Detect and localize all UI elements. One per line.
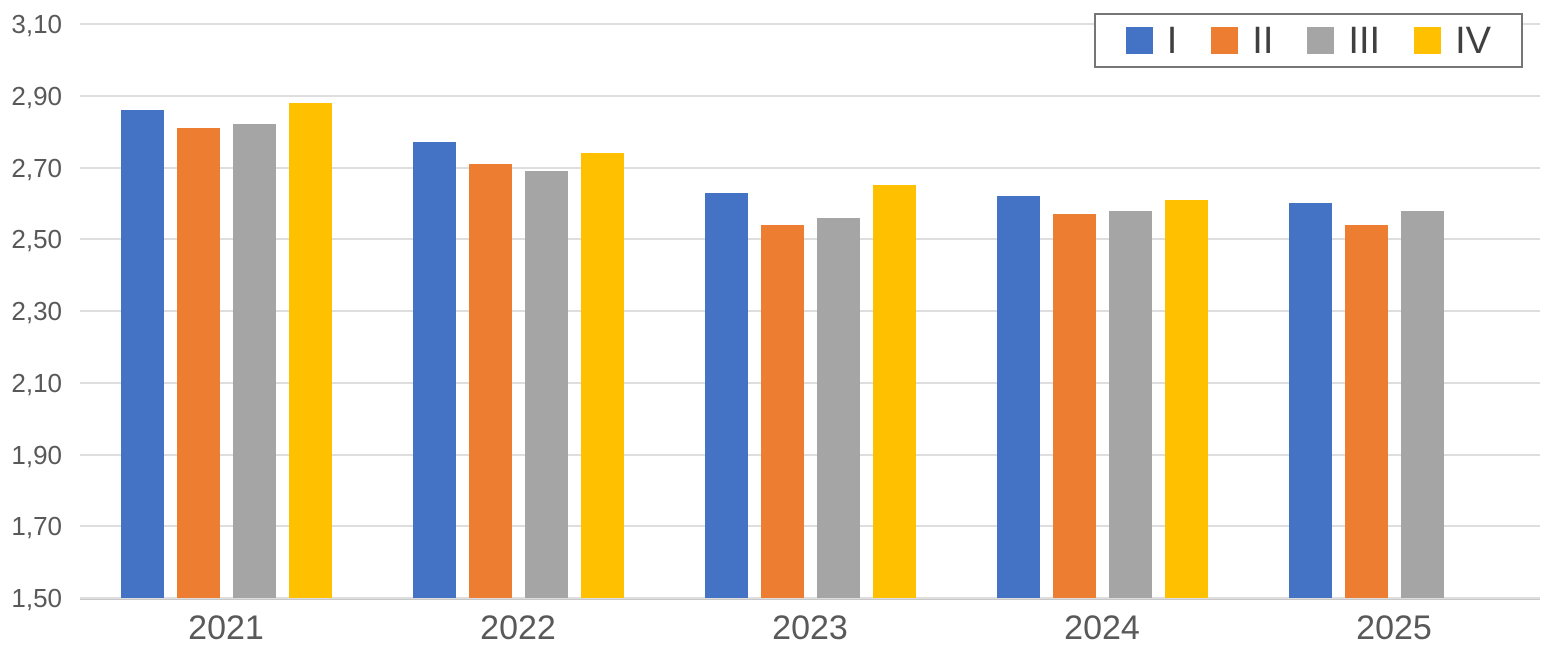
gridline xyxy=(80,166,1540,169)
y-tick-label: 3,10 xyxy=(11,9,62,39)
bar-group-2021 xyxy=(80,24,372,598)
bar-II-2024 xyxy=(1052,214,1096,598)
bar-IV-2021 xyxy=(288,102,332,598)
y-tick-label: 1,90 xyxy=(11,439,62,470)
y-tick-label: 2,90 xyxy=(11,80,62,111)
bar-II-2022 xyxy=(468,163,512,598)
bar-group-2025 xyxy=(1248,24,1540,598)
bar-group-2024 xyxy=(956,24,1248,598)
gridline xyxy=(80,310,1540,312)
bar-II-2021 xyxy=(176,128,220,598)
bar-III-2021 xyxy=(232,124,276,598)
gridline xyxy=(80,525,1540,528)
bar-IV-2022 xyxy=(580,153,624,598)
bar-III-2024 xyxy=(1108,210,1152,598)
legend: I II III IV xyxy=(1093,13,1523,68)
gridline xyxy=(80,453,1540,456)
bar-III-2023 xyxy=(816,217,860,598)
legend-swatch-II xyxy=(1211,27,1239,54)
legend-label-IV: IV xyxy=(1455,19,1491,62)
legend-swatch-III xyxy=(1307,27,1335,54)
legend-label-I: I xyxy=(1166,19,1178,62)
legend-item-IV: IV xyxy=(1414,22,1491,60)
bar-I-2022 xyxy=(412,142,456,598)
bar-I-2024 xyxy=(996,196,1040,598)
bar-III-2025 xyxy=(1400,210,1444,598)
gridline xyxy=(80,23,1540,25)
bar-group-2022 xyxy=(372,24,664,598)
gridline xyxy=(80,238,1540,241)
x-axis: 2021 2022 2023 2024 2025 xyxy=(80,608,1540,648)
bar-III-2022 xyxy=(524,171,568,598)
y-tick-label: 1,70 xyxy=(11,511,62,542)
bar-I-2023 xyxy=(704,192,748,598)
legend-label-II: II xyxy=(1252,19,1274,62)
y-tick-label: 2,50 xyxy=(11,224,62,255)
gridline xyxy=(80,381,1540,384)
legend-swatch-IV xyxy=(1414,27,1442,54)
y-tick-label: 1,50 xyxy=(11,583,62,613)
legend-label-III: III xyxy=(1348,19,1381,62)
gridline xyxy=(80,597,1540,599)
legend-swatch-I xyxy=(1125,27,1153,54)
x-tick-label-2025: 2025 xyxy=(1356,609,1432,647)
plot-area xyxy=(80,23,1540,600)
legend-item-III: III xyxy=(1307,22,1380,60)
y-tick-label: 2,70 xyxy=(11,152,62,183)
y-axis: 3,10 2,90 2,70 2,50 2,30 2,10 1,90 1,70 1,50 xyxy=(0,11,64,611)
legend-item-II: II xyxy=(1211,22,1273,60)
bar-IV-2023 xyxy=(872,185,916,598)
x-tick-label-2023: 2023 xyxy=(772,609,848,647)
bar-II-2025 xyxy=(1344,224,1388,598)
y-tick-label: 2,30 xyxy=(11,296,62,326)
bar-IV-2024 xyxy=(1164,199,1208,598)
gridline xyxy=(80,94,1540,97)
x-tick-label-2021: 2021 xyxy=(188,609,264,647)
bar-I-2025 xyxy=(1288,203,1332,598)
y-tick-label: 2,10 xyxy=(11,367,62,398)
bar-I-2021 xyxy=(120,110,164,598)
bar-group-2023 xyxy=(664,24,956,598)
legend-item-I: I xyxy=(1125,19,1178,62)
bar-II-2023 xyxy=(760,224,804,598)
x-tick-label-2024: 2024 xyxy=(1064,609,1140,647)
x-tick-label-2022: 2022 xyxy=(480,609,556,647)
